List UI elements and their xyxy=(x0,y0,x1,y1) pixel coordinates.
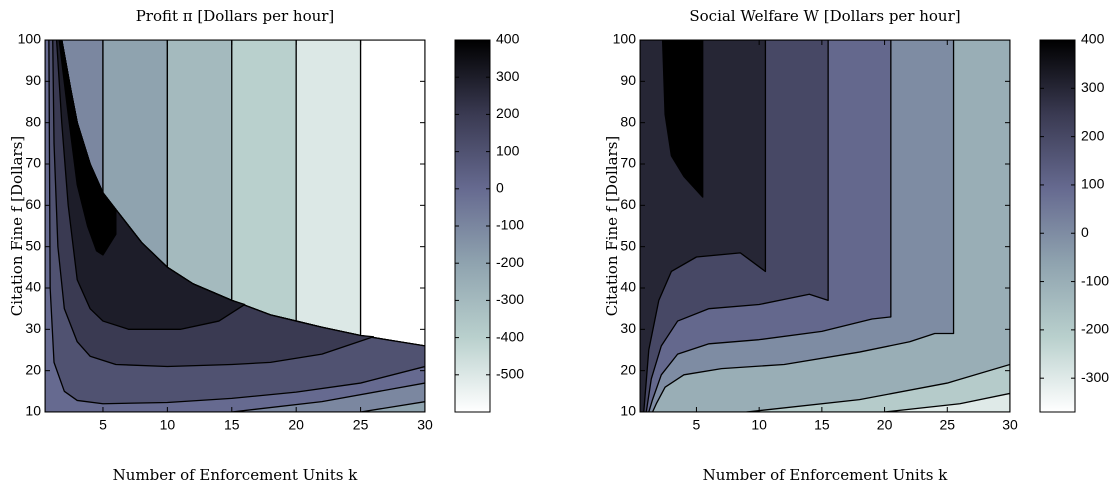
colorbar-tick-label: -200 xyxy=(496,254,524,270)
y-tick-label: 80 xyxy=(25,113,41,129)
x-axis-label: Number of Enforcement Units k xyxy=(703,466,949,484)
y-tick-label: 80 xyxy=(620,113,636,129)
y-tick-label: 60 xyxy=(25,196,41,212)
contour-region xyxy=(166,40,233,302)
colorbar-tick-label: 400 xyxy=(496,31,520,47)
colorbar-tick-label: 300 xyxy=(496,68,520,84)
x-tick-label: 25 xyxy=(353,417,369,433)
x-tick-label: 5 xyxy=(99,417,107,433)
x-tick-label: 30 xyxy=(417,417,433,433)
x-tick-label: 25 xyxy=(939,417,955,433)
colorbar-tick-label: 200 xyxy=(1081,127,1105,143)
axes-frame xyxy=(44,39,426,413)
colorbar-tick-label: -100 xyxy=(1081,272,1109,288)
y-tick-label: 20 xyxy=(620,361,636,377)
x-tick-label: 10 xyxy=(751,417,767,433)
x-tick-label: 20 xyxy=(877,417,893,433)
contour-plot xyxy=(45,40,425,412)
contour-region xyxy=(359,401,425,412)
colorbar-tick-label: 300 xyxy=(1081,79,1105,95)
y-tick-label: 70 xyxy=(25,155,41,171)
chart-title: Profit π [Dollars per hour] xyxy=(136,7,335,25)
x-tick-label: 20 xyxy=(288,417,304,433)
contour-region xyxy=(661,40,704,198)
y-tick-label: 100 xyxy=(613,31,637,47)
contour-region xyxy=(231,40,297,322)
contour-region xyxy=(231,382,425,412)
x-tick-label: 10 xyxy=(160,417,176,433)
y-tick-label: 20 xyxy=(25,361,41,377)
contour-region xyxy=(58,40,117,256)
colorbar-tick-label: -300 xyxy=(1081,369,1109,385)
contour-plot xyxy=(640,40,1010,412)
colorbar xyxy=(454,39,491,413)
y-tick-label: 100 xyxy=(18,31,42,47)
x-tick-label: 15 xyxy=(814,417,830,433)
colorbar-tick-label: -100 xyxy=(496,217,524,233)
y-tick-label: 10 xyxy=(620,403,636,419)
x-tick-label: 5 xyxy=(693,417,701,433)
contour-region xyxy=(883,392,1010,412)
colorbar-tick-label: 0 xyxy=(1081,224,1089,240)
y-tick-label: 70 xyxy=(620,155,636,171)
colorbar-tick-label: 0 xyxy=(496,180,504,196)
y-axis-label: Citation Fine f [Dollars] xyxy=(603,136,621,317)
axes-frame xyxy=(639,39,1011,413)
y-tick-label: 30 xyxy=(620,320,636,336)
y-tick-label: 50 xyxy=(620,237,636,253)
colorbar-tick-label: -500 xyxy=(496,366,524,382)
x-tick-label: 15 xyxy=(224,417,240,433)
colorbar-tick-label: 200 xyxy=(496,105,520,121)
y-tick-label: 50 xyxy=(25,237,41,253)
colorbar xyxy=(1039,39,1076,413)
y-tick-label: 30 xyxy=(25,320,41,336)
colorbar-tick-label: 100 xyxy=(496,142,520,158)
x-axis-label: Number of Enforcement Units k xyxy=(113,466,359,484)
contour-region xyxy=(745,363,1010,412)
y-tick-label: 40 xyxy=(620,279,636,295)
contour-region xyxy=(359,40,425,347)
colorbar-tick-label: -300 xyxy=(496,291,524,307)
y-tick-label: 40 xyxy=(25,279,41,295)
chart-title: Social Welfare W [Dollars per hour] xyxy=(689,7,960,25)
x-tick-label: 30 xyxy=(1002,417,1018,433)
y-axis-label: Citation Fine f [Dollars] xyxy=(8,136,26,317)
y-tick-label: 90 xyxy=(620,72,636,88)
colorbar-tick-label: 400 xyxy=(1081,31,1105,47)
y-tick-label: 60 xyxy=(620,196,636,212)
y-tick-label: 10 xyxy=(25,403,41,419)
colorbar-tick-label: -200 xyxy=(1081,321,1109,337)
colorbar-tick-label: 100 xyxy=(1081,176,1105,192)
colorbar-tick-label: -400 xyxy=(496,328,524,344)
contour-region xyxy=(295,40,362,337)
y-tick-label: 90 xyxy=(25,72,41,88)
